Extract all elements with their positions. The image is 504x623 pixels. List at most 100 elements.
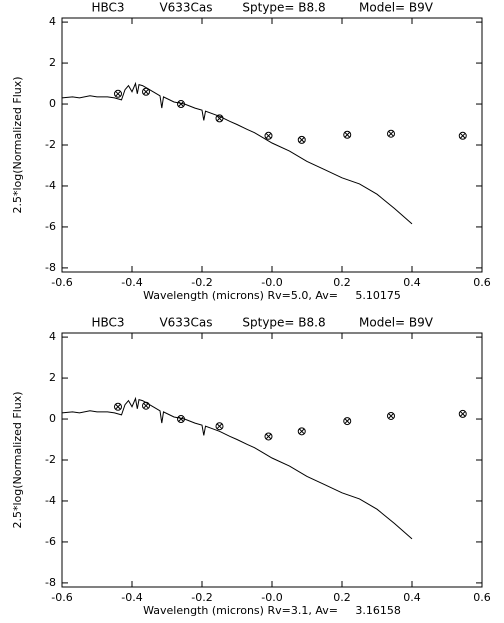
y-tick-label: 2 bbox=[49, 56, 56, 69]
observed-point bbox=[264, 432, 273, 441]
marker-cross bbox=[459, 132, 466, 139]
observed-point bbox=[458, 131, 467, 140]
y-tick-label: -4 bbox=[45, 494, 56, 507]
marker-cross bbox=[459, 411, 466, 417]
marker-cross bbox=[298, 137, 305, 143]
observed-point bbox=[264, 131, 273, 140]
y-tick-label: -8 bbox=[45, 261, 56, 274]
y-tick-label: -4 bbox=[45, 179, 56, 192]
plot-frame bbox=[61, 332, 483, 588]
observed-point bbox=[387, 411, 395, 420]
x-tick-label: -0.0 bbox=[261, 591, 282, 604]
panel: HBC3 V633Cas Sptype= B8.8 Model= B9V -0.6 -0.… bbox=[11, 316, 491, 618]
x-tick-label: 0.2 bbox=[333, 591, 351, 604]
observed-point bbox=[177, 100, 185, 109]
marker-circle bbox=[215, 422, 224, 431]
y-tick-label: 4 bbox=[49, 15, 56, 28]
marker-circle bbox=[114, 89, 122, 98]
marker-cross bbox=[344, 418, 351, 424]
x-tick-label: -0.6 bbox=[51, 276, 72, 289]
marker-circle bbox=[264, 131, 273, 140]
y-tick-label: 0 bbox=[49, 412, 56, 425]
marker-circle bbox=[297, 135, 306, 144]
title-part: V633Cas bbox=[159, 1, 212, 15]
marker-cross bbox=[265, 132, 272, 139]
model-spectrum bbox=[61, 81, 413, 225]
x-tick-label: -0.4 bbox=[121, 591, 142, 604]
observed-point bbox=[343, 417, 352, 426]
x-tick-label: 0.4 bbox=[403, 591, 421, 604]
observed-point bbox=[177, 415, 185, 424]
title-part: Sptype= B8.8 bbox=[242, 1, 325, 15]
panel: HBC3 V633Cas Sptype= B8.8 Model= B9V -0.6 -0.… bbox=[11, 1, 491, 303]
marker-cross bbox=[115, 403, 121, 410]
observed-point bbox=[343, 130, 352, 139]
marker-circle bbox=[142, 87, 150, 96]
x-tick-label: 0.4 bbox=[403, 276, 421, 289]
observed-point bbox=[142, 401, 150, 410]
y-tick-label: -2 bbox=[45, 138, 56, 151]
marker-cross bbox=[388, 413, 394, 419]
title-part: Model= B9V bbox=[359, 1, 434, 15]
x-tick-label: 0.6 bbox=[473, 591, 491, 604]
observed-point bbox=[114, 89, 122, 98]
x-tick-label: 0.2 bbox=[333, 276, 351, 289]
y-tick-label: -8 bbox=[45, 576, 56, 589]
y-axis-label: 2.5*log(Normalized Flux) bbox=[11, 391, 24, 528]
marker-cross bbox=[143, 88, 149, 95]
y-tick-label: -6 bbox=[45, 220, 56, 233]
marker-cross bbox=[143, 402, 149, 409]
marker-cross bbox=[344, 131, 351, 138]
model-spectrum bbox=[61, 396, 413, 540]
marker-circle bbox=[343, 130, 352, 139]
observed-point bbox=[297, 427, 306, 436]
title-part: HBC3 bbox=[91, 316, 124, 330]
y-tick-label: 4 bbox=[49, 330, 56, 343]
marker-circle bbox=[387, 411, 395, 420]
marker-circle bbox=[343, 417, 352, 426]
marker-circle bbox=[297, 427, 306, 436]
marker-circle bbox=[458, 131, 467, 140]
title-part: V633Cas bbox=[159, 316, 212, 330]
marker-cross bbox=[388, 130, 394, 137]
marker-circle bbox=[114, 402, 122, 411]
marker-circle bbox=[264, 432, 273, 441]
marker-cross bbox=[265, 433, 272, 440]
marker-circle bbox=[387, 129, 395, 138]
x-axis-label: Wavelength (microns) Rv=3.1, Av= 3.16158 bbox=[143, 604, 401, 617]
y-tick-label: 2 bbox=[49, 371, 56, 384]
title-part: Model= B9V bbox=[359, 316, 434, 330]
title-part: HBC3 bbox=[91, 1, 124, 15]
x-tick-label: -0.0 bbox=[261, 276, 282, 289]
observed-point bbox=[215, 114, 224, 123]
marker-cross bbox=[115, 90, 121, 97]
x-axis-label: Wavelength (microns) Rv=5.0, Av= 5.10175 bbox=[143, 289, 401, 302]
marker-cross bbox=[178, 416, 184, 422]
y-tick-label: 0 bbox=[49, 97, 56, 110]
y-tick-label: -2 bbox=[45, 453, 56, 466]
title: HBC3 V633Cas Sptype= B8.8 Model= B9V bbox=[91, 316, 433, 330]
marker-circle bbox=[215, 114, 224, 123]
observed-point bbox=[387, 129, 395, 138]
observed-point bbox=[297, 135, 306, 144]
marker-circle bbox=[177, 100, 185, 109]
title-part: Sptype= B8.8 bbox=[242, 316, 325, 330]
marker-cross bbox=[298, 428, 305, 435]
observed-point bbox=[458, 409, 467, 418]
x-tick-label: -0.2 bbox=[191, 276, 212, 289]
title: HBC3 V633Cas Sptype= B8.8 Model= B9V bbox=[91, 1, 433, 15]
y-tick-label: -6 bbox=[45, 535, 56, 548]
x-tick-label: -0.4 bbox=[121, 276, 142, 289]
observed-point bbox=[142, 87, 150, 96]
y-axis-label: 2.5*log(Normalized Flux) bbox=[11, 76, 24, 213]
marker-cross bbox=[216, 115, 223, 122]
marker-cross bbox=[216, 423, 223, 430]
observed-point bbox=[114, 402, 122, 411]
plot-frame bbox=[61, 17, 483, 273]
x-tick-label: 0.6 bbox=[473, 276, 491, 289]
x-tick-label: -0.6 bbox=[51, 591, 72, 604]
marker-cross bbox=[178, 101, 184, 107]
marker-circle bbox=[458, 409, 467, 418]
marker-circle bbox=[142, 401, 150, 410]
